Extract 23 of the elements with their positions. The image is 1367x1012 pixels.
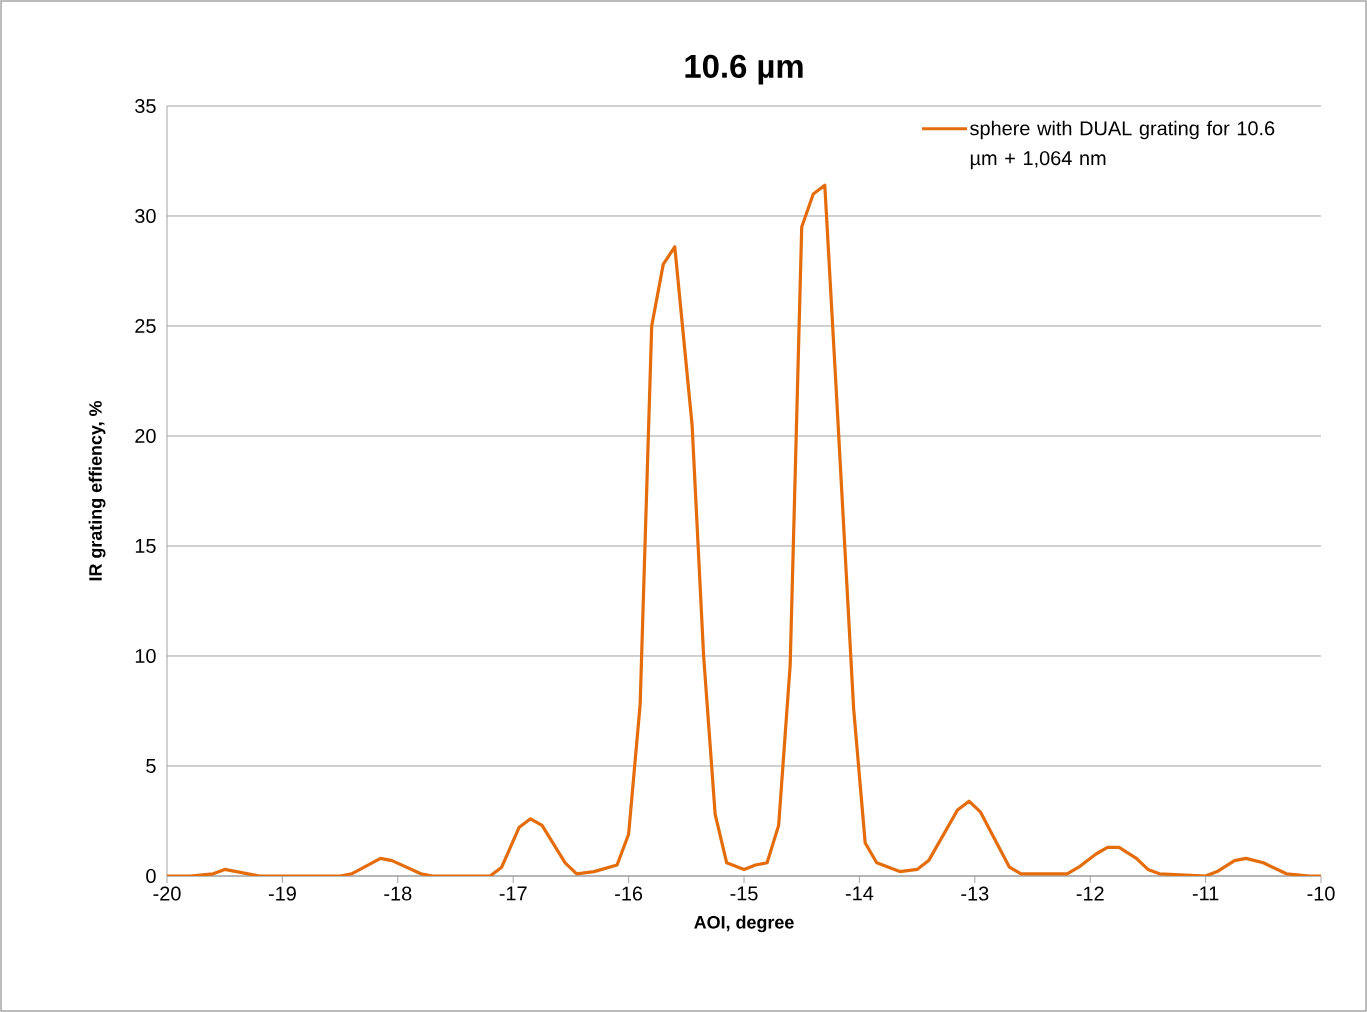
y-tick-label: 0: [146, 868, 156, 884]
y-tick-label: 5: [146, 759, 156, 773]
x-tick-label: -10: [1307, 886, 1335, 901]
x-tick-label: -16: [615, 886, 643, 901]
y-tick-label: 30: [135, 208, 156, 224]
x-tick-label: -18: [384, 886, 412, 901]
chart-title: 10.6 µm: [685, 54, 803, 85]
x-tick-label: -13: [961, 886, 989, 901]
x-tick-label: -20: [153, 886, 181, 901]
x-tick-label: -12: [1076, 886, 1104, 901]
y-axis-title: IR grating effiency, %: [88, 400, 106, 581]
x-tick-label: -11: [1192, 886, 1219, 901]
legend-label: sphere with DUAL grating for 10.6 µm + 1,064 nm: [970, 120, 1275, 170]
x-axis-title: AOI, degree: [694, 915, 794, 933]
x-tick-label: -17: [499, 886, 527, 901]
x-tick-label: -14: [845, 886, 874, 901]
y-tick-label: 10: [135, 648, 156, 664]
y-tick-label: 25: [135, 318, 156, 334]
x-tick-label: -19: [268, 886, 296, 901]
y-tick-label: 15: [135, 539, 156, 553]
x-tick-label: -15: [730, 886, 758, 901]
y-tick-label: 20: [135, 428, 156, 444]
y-tick-label: 35: [135, 98, 156, 114]
